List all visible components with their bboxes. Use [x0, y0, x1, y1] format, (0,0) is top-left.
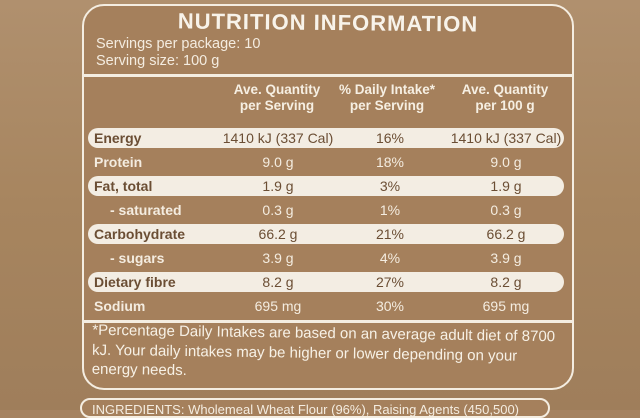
nutrition-panel: NUTRITION INFORMATION Servings per packa… — [82, 4, 574, 390]
nutrient-row: - sugars 3.9 g 4% 3.9 g — [88, 248, 564, 268]
nutrient-row: Sodium 695 mg 30% 695 mg — [88, 296, 564, 316]
header-divider — [84, 74, 572, 77]
column-header-line: % Daily Intake* — [338, 82, 436, 97]
daily-intake-value: 30% — [375, 298, 405, 314]
nutrient-label: Carbohydrate — [94, 226, 186, 242]
daily-intake-value: 21% — [375, 226, 405, 242]
per-100g-value: 66.2 g — [486, 226, 526, 242]
column-header-line: per Serving — [239, 98, 315, 113]
daily-intake-value: 27% — [375, 274, 405, 290]
column-header-line: Ave. Quantity — [461, 82, 549, 97]
nutrient-row: - saturated 0.3 g 1% 0.3 g — [88, 200, 564, 220]
nutrient-label: Energy — [94, 130, 142, 146]
per-serving-value: 9.0 g — [262, 154, 294, 170]
nutrient-label: Fat, total — [94, 178, 153, 194]
per-serving-value: 8.2 g — [262, 274, 294, 290]
per-100g-value: 0.3 g — [490, 202, 522, 218]
ingredients-panel: INGREDIENTS: Wholemeal Wheat Flour (96%)… — [80, 398, 550, 418]
column-header-line: Ave. Quantity — [233, 82, 321, 97]
nutrient-row: Protein 9.0 g 18% 9.0 g — [88, 152, 564, 172]
per-100g-value: 695 mg — [482, 298, 530, 314]
per-serving-value: 1.9 g — [262, 178, 294, 194]
servings-per-package: Servings per package: 10 — [96, 36, 261, 52]
daily-intake-value: 3% — [379, 178, 401, 194]
per-serving-value: 1410 kJ (337 Cal) — [222, 130, 334, 146]
nutrient-label: Sodium — [94, 298, 146, 314]
per-100g-value: 1410 kJ (337 Cal) — [450, 130, 562, 146]
per-serving-value: 695 mg — [254, 298, 302, 314]
daily-intake-value: 1% — [379, 202, 401, 218]
nutrient-row: Fat, total 1.9 g 3% 1.9 g — [88, 176, 564, 196]
column-header-line: per Serving — [349, 98, 425, 113]
per-100g-value: 1.9 g — [490, 178, 522, 194]
daily-intake-value: 16% — [375, 130, 405, 146]
per-100g-value: 8.2 g — [490, 274, 522, 290]
daily-intake-footnote: *Percentage Daily Intakes are based on a… — [91, 321, 556, 380]
footer-divider — [84, 320, 572, 323]
panel-title: NUTRITION INFORMATION — [177, 8, 479, 37]
nutrient-row: Carbohydrate 66.2 g 21% 66.2 g — [88, 224, 564, 244]
nutrient-row: Energy 1410 kJ (337 Cal) 16% 1410 kJ (337 C… — [88, 128, 564, 148]
nutrient-label: Protein — [94, 154, 143, 170]
nutrient-label: Dietary fibre — [94, 274, 176, 290]
per-serving-value: 66.2 g — [258, 226, 298, 242]
daily-intake-value: 4% — [379, 250, 401, 266]
column-header-daily-intake: % Daily Intake* per Serving — [324, 82, 450, 114]
per-100g-value: 9.0 g — [490, 154, 522, 170]
serving-size: Serving size: 100 g — [96, 53, 220, 69]
daily-intake-value: 18% — [375, 154, 405, 170]
per-serving-value: 3.9 g — [262, 250, 294, 266]
column-header-per-serving: Ave. Quantity per Serving — [202, 82, 352, 114]
nutrient-label: - sugars — [110, 250, 165, 266]
per-100g-value: 3.9 g — [490, 250, 522, 266]
per-serving-value: 0.3 g — [262, 202, 294, 218]
column-header-line: per 100 g — [475, 98, 535, 113]
nutrient-row: Dietary fibre 8.2 g 27% 8.2 g — [88, 272, 564, 292]
column-header-per-100g: Ave. Quantity per 100 g — [442, 82, 568, 114]
nutrient-label: - saturated — [110, 202, 182, 218]
